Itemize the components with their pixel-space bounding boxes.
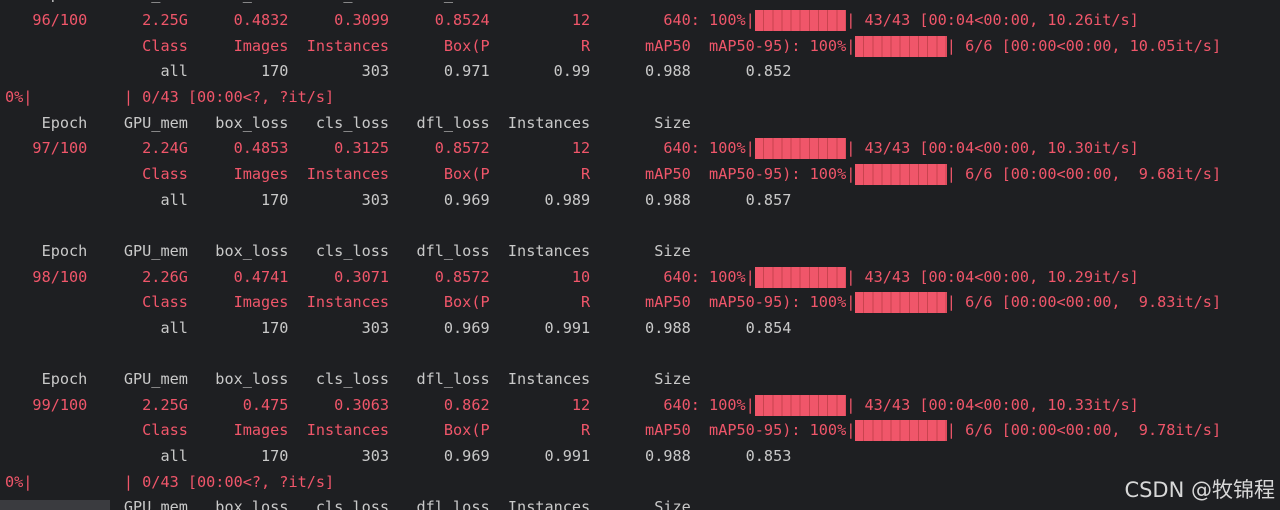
terminal-text: Epoch GPU_mem box_loss cls_loss dfl_loss… <box>5 370 691 389</box>
terminal-line: 0%| | 0/43 [00:00<?, ?it/s] <box>5 471 334 493</box>
terminal-text: | 43/43 [00:04<00:00, 10.26it/s] <box>846 11 1139 29</box>
terminal-text: | 6/6 [00:00<00:00, 9.78it/s] <box>946 421 1222 440</box>
terminal-text: Class Images Instances Box(P R mAP50 mAP… <box>5 293 856 312</box>
terminal-text: all 170 303 0.969 0.991 0.988 0.854 <box>5 318 792 337</box>
terminal-line: Epoch GPU_mem box_loss cls_loss dfl_loss… <box>5 112 691 134</box>
progress-bar <box>855 420 947 442</box>
progress-bar <box>754 10 847 31</box>
progress-bar <box>855 163 947 185</box>
terminal-text: | 43/43 [00:04<00:00, 10.33it/s] <box>846 395 1139 414</box>
terminal-line: Class Images Instances Box(P R mAP50 mAP… <box>5 419 1222 442</box>
terminal-line: 97/100 2.24G 0.4853 0.3125 0.8572 12 640… <box>5 137 1139 160</box>
terminal-text: | 6/6 [00:00<00:00, 10.05it/s] <box>946 36 1222 55</box>
terminal-text: 98/100 2.26G 0.4741 0.3071 0.8572 10 640… <box>5 267 755 286</box>
terminal-line: Epoch GPU_mem box_loss cls_loss dfl_loss… <box>5 240 691 262</box>
progress-bar <box>855 35 947 57</box>
terminal-line: Epoch GPU_mem box_loss cls_loss dfl_loss… <box>5 0 691 5</box>
terminal-text: Epoch GPU_mem box_loss cls_loss dfl_loss… <box>5 113 691 132</box>
terminal-text: 96/100 2.25G 0.4832 0.3099 0.8524 12 640… <box>5 11 755 29</box>
terminal-text: Class Images Instances Box(P R mAP50 mAP… <box>5 164 856 183</box>
terminal-line: all 170 303 0.969 0.991 0.988 0.853 <box>5 445 791 467</box>
scroll-thumb <box>0 500 110 510</box>
terminal-line: all 170 303 0.971 0.99 0.988 0.852 <box>5 60 791 82</box>
terminal-line: Epoch GPU_mem box_loss cls_loss dfl_loss… <box>5 368 691 390</box>
progress-bar <box>754 138 847 160</box>
terminal-text: Epoch GPU_mem box_loss cls_loss dfl_loss… <box>5 0 691 3</box>
progress-bar <box>855 292 947 314</box>
progress-bar <box>754 394 847 416</box>
terminal-line: 98/100 2.26G 0.4741 0.3071 0.8572 10 640… <box>5 266 1139 288</box>
terminal-text: 0%| | 0/43 [00:00<?, ?it/s] <box>5 87 335 106</box>
terminal-text: all 170 303 0.969 0.991 0.988 0.853 <box>5 447 792 466</box>
terminal-text: 99/100 2.25G 0.475 0.3063 0.862 12 640: … <box>5 395 755 414</box>
terminal-text: all 170 303 0.969 0.989 0.988 0.857 <box>5 190 792 209</box>
terminal-text: Class Images Instances Box(P R mAP50 mAP… <box>5 421 856 440</box>
terminal-text: 0%| | 0/43 [00:00<?, ?it/s] <box>5 472 335 491</box>
terminal-line: Class Images Instances Box(P R mAP50 mAP… <box>5 163 1221 185</box>
terminal-text: | 43/43 [00:04<00:00, 10.30it/s] <box>846 139 1139 158</box>
terminal-line: all 170 303 0.969 0.989 0.988 0.857 <box>5 189 791 211</box>
terminal-text: Epoch GPU_mem box_loss cls_loss dfl_loss… <box>5 241 691 260</box>
terminal-text: 97/100 2.24G 0.4853 0.3125 0.8572 12 640… <box>5 139 755 158</box>
terminal-text: | 6/6 [00:00<00:00, 9.83it/s] <box>946 293 1222 312</box>
terminal-text: | 43/43 [00:04<00:00, 10.29it/s] <box>846 267 1139 286</box>
terminal-text: | 6/6 [00:00<00:00, 9.68it/s] <box>946 164 1222 183</box>
terminal-line: 0%| | 0/43 [00:00<?, ?it/s] <box>5 86 334 108</box>
progress-bar <box>754 266 847 288</box>
terminal-line: 99/100 2.25G 0.475 0.3063 0.862 12 640: … <box>5 394 1139 416</box>
terminal-line: 96/100 2.25G 0.4832 0.3099 0.8524 12 640… <box>5 9 1139 31</box>
terminal-text: all 170 303 0.971 0.99 0.988 0.852 <box>5 62 792 81</box>
terminal-line: Class Images Instances Box(P R mAP50 mAP… <box>5 35 1221 57</box>
watermark: CSDN @牧锦程 <box>1124 478 1275 502</box>
terminal-text: Class Images Instances Box(P R mAP50 mAP… <box>5 36 856 55</box>
terminal-line: all 170 303 0.969 0.991 0.988 0.854 <box>5 317 791 339</box>
terminal-line: Class Images Instances Box(P R mAP50 mAP… <box>5 291 1222 314</box>
